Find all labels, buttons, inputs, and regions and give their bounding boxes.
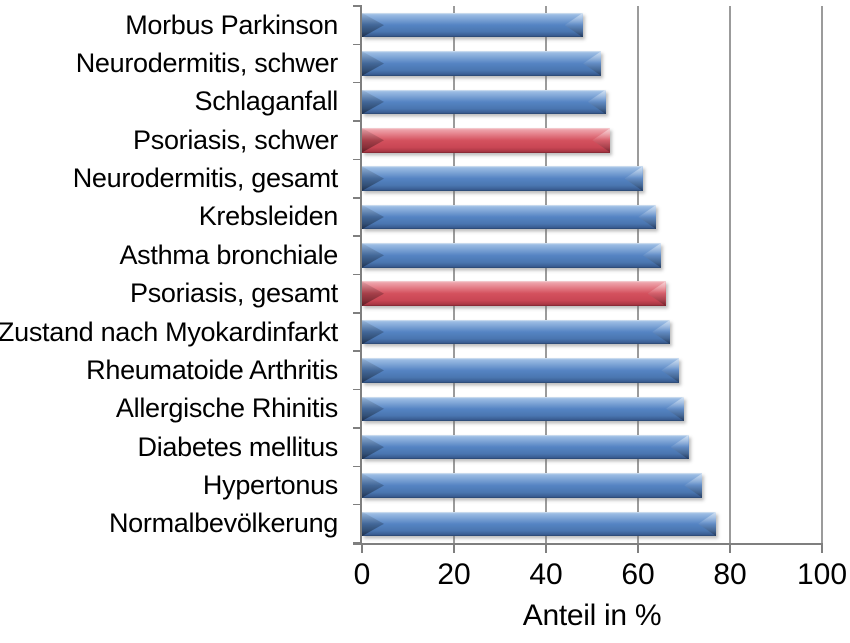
bar (362, 434, 689, 460)
bar (362, 396, 684, 421)
bar (362, 243, 661, 268)
y-axis-tick (353, 465, 362, 468)
category-label: Zustand nach Myokardinfarkt (0, 316, 338, 347)
x-tick-label: 40 (529, 558, 563, 591)
gridline-20 (453, 6, 455, 543)
x-axis-tick (453, 545, 455, 553)
y-axis-tick (353, 43, 362, 46)
bar (362, 12, 583, 38)
category-label: Rheumatoide Arthritis (86, 354, 338, 385)
y-axis-tick (353, 235, 362, 237)
y-axis-tick (353, 81, 362, 84)
bar (362, 281, 666, 306)
category-label: Neurodermitis, gesamt (72, 163, 339, 194)
category-label: Diabetes mellitus (137, 431, 339, 462)
bar (362, 511, 717, 537)
x-tick-label: 80 (713, 558, 747, 591)
x-tick-label: 60 (621, 558, 655, 591)
x-axis-tick (637, 545, 639, 553)
bar (362, 473, 703, 498)
category-label: Asthma bronchiale (119, 239, 338, 270)
category-label: Normalbevölkerung (108, 508, 338, 539)
x-axis-tick (821, 545, 823, 553)
x-axis-tick (729, 545, 731, 553)
category-label: Neurodermitis, schwer (75, 48, 339, 79)
y-axis-tick (353, 503, 362, 506)
y-axis-tick (353, 120, 362, 122)
x-axis-tick (545, 545, 547, 553)
y-axis-tick (353, 273, 362, 276)
category-label: Allergische Rhinitis (115, 393, 338, 424)
category-label: Morbus Parkinson (125, 9, 338, 40)
x-axis-tick (361, 545, 363, 553)
bar (362, 166, 643, 191)
y-axis-line (360, 6, 362, 545)
x-axis-line (353, 543, 823, 545)
y-axis-tick (353, 350, 362, 352)
gridline-100 (821, 6, 823, 543)
category-label: Psoriasis, schwer (133, 124, 338, 155)
category-label: Psoriasis, gesamt (130, 278, 338, 309)
y-axis-tick (353, 5, 362, 7)
bar (362, 89, 606, 115)
x-tick-label: 20 (437, 558, 471, 591)
x-tick-label: 100 (796, 558, 848, 591)
y-axis-tick (353, 427, 362, 429)
gridline-60 (637, 6, 639, 543)
x-tick-label: 0 (353, 558, 371, 591)
gridline-80 (729, 6, 731, 543)
gridline-40 (545, 6, 547, 543)
y-axis-tick (353, 197, 362, 199)
bar (362, 358, 680, 383)
bar (362, 319, 671, 345)
category-label: Schlaganfall (194, 86, 338, 117)
plot-area (362, 6, 823, 543)
bar (362, 204, 657, 230)
y-axis-tick (353, 158, 362, 161)
category-label: Krebsleiden (198, 201, 339, 232)
bar (362, 51, 602, 76)
y-axis-tick (353, 388, 362, 391)
category-label: Hypertonus (202, 469, 338, 500)
bar (362, 128, 611, 153)
y-axis-tick (353, 312, 362, 314)
x-axis-title: Anteil in % (522, 599, 662, 632)
